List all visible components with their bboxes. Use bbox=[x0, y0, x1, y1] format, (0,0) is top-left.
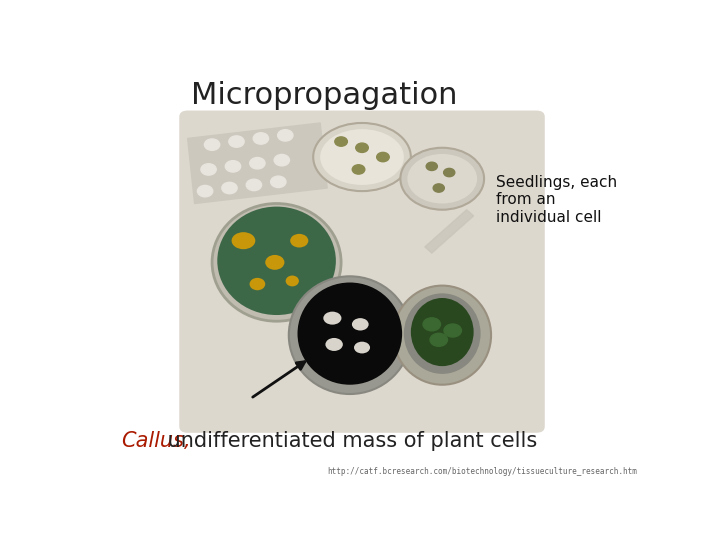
Text: http://catf.bcresearch.com/biotechnology/tissueculture_research.htm: http://catf.bcresearch.com/biotechnology… bbox=[327, 468, 637, 476]
Circle shape bbox=[278, 130, 293, 141]
Ellipse shape bbox=[217, 207, 336, 315]
Ellipse shape bbox=[325, 338, 343, 351]
Ellipse shape bbox=[320, 129, 404, 185]
Circle shape bbox=[444, 324, 462, 337]
Circle shape bbox=[225, 160, 240, 172]
Circle shape bbox=[197, 185, 213, 197]
Circle shape bbox=[274, 154, 289, 166]
Circle shape bbox=[423, 318, 441, 331]
Ellipse shape bbox=[313, 123, 411, 191]
Circle shape bbox=[201, 164, 216, 175]
Circle shape bbox=[204, 139, 220, 150]
Ellipse shape bbox=[232, 232, 256, 249]
Text: Callus,: Callus, bbox=[121, 431, 190, 451]
Circle shape bbox=[377, 152, 390, 161]
Circle shape bbox=[444, 168, 455, 177]
Circle shape bbox=[253, 133, 269, 144]
Circle shape bbox=[433, 184, 444, 192]
Ellipse shape bbox=[400, 148, 484, 210]
Circle shape bbox=[250, 158, 265, 169]
Ellipse shape bbox=[289, 276, 411, 394]
Circle shape bbox=[222, 183, 237, 194]
Text: Micropropagation: Micropropagation bbox=[191, 82, 458, 111]
Ellipse shape bbox=[354, 342, 370, 354]
Ellipse shape bbox=[411, 298, 474, 366]
FancyBboxPatch shape bbox=[179, 111, 545, 433]
Ellipse shape bbox=[323, 312, 341, 325]
Text: undifferentiated mass of plant cells: undifferentiated mass of plant cells bbox=[161, 431, 537, 451]
Circle shape bbox=[426, 162, 437, 171]
Circle shape bbox=[246, 179, 261, 191]
Ellipse shape bbox=[297, 282, 402, 384]
Circle shape bbox=[229, 136, 244, 147]
Circle shape bbox=[335, 137, 347, 146]
Polygon shape bbox=[425, 210, 474, 253]
Ellipse shape bbox=[212, 204, 341, 321]
Circle shape bbox=[271, 176, 286, 187]
Ellipse shape bbox=[408, 154, 477, 204]
Circle shape bbox=[356, 143, 369, 152]
Circle shape bbox=[352, 165, 365, 174]
Ellipse shape bbox=[286, 275, 299, 286]
Ellipse shape bbox=[393, 286, 491, 384]
Ellipse shape bbox=[250, 278, 265, 290]
Ellipse shape bbox=[404, 293, 481, 374]
Ellipse shape bbox=[290, 234, 308, 247]
Circle shape bbox=[430, 333, 447, 346]
Ellipse shape bbox=[352, 318, 369, 330]
Text: Seedlings, each
from an
individual cell: Seedlings, each from an individual cell bbox=[496, 175, 617, 225]
Polygon shape bbox=[188, 123, 327, 204]
Ellipse shape bbox=[265, 255, 284, 270]
